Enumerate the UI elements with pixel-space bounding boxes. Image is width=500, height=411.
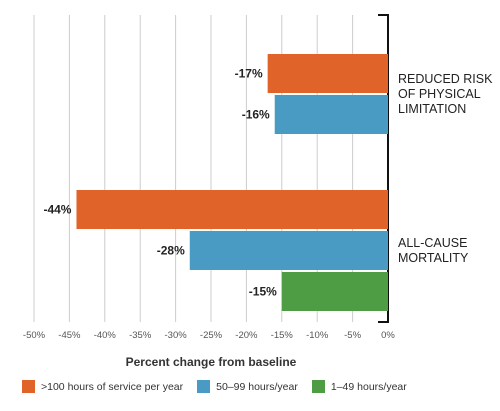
x-tick-label: -5% — [344, 330, 361, 341]
legend-item-over-100: >100 hours of service per year — [22, 380, 183, 393]
legend-item-1-49: 1–49 hours/year — [311, 380, 407, 393]
x-tick-label: -20% — [235, 330, 258, 341]
legend-swatch — [22, 380, 35, 393]
x-tick-label: -35% — [129, 330, 152, 341]
x-tick-label: -45% — [58, 330, 81, 341]
bar-value-label: -44% — [43, 203, 71, 217]
x-tick-label: -40% — [94, 330, 117, 341]
bar-value-label: -15% — [249, 285, 277, 299]
x-axis-title: Percent change from baseline — [126, 355, 297, 369]
bars — [76, 54, 388, 311]
group-label: ALL-CAUSE — [398, 236, 467, 250]
x-tick-label: -25% — [200, 330, 223, 341]
x-tick-label: -10% — [306, 330, 329, 341]
bar-value-label: -28% — [157, 244, 185, 258]
x-tick-label: 0% — [381, 330, 395, 341]
legend: >100 hours of service per year 50–99 hou… — [22, 380, 492, 393]
bar — [267, 54, 388, 93]
value-labels: -17% -16% -44% -28% -15% — [43, 67, 277, 299]
group-label: LIMITATION — [398, 102, 466, 116]
legend-swatch — [311, 380, 325, 393]
x-axis-ticks: -50% -45% -40% -35% -30% -25% -20% -15% -10% -5% 0… — [23, 330, 396, 341]
legend-item-50-99: 50–99 hours/year — [197, 380, 298, 393]
bar — [189, 231, 388, 270]
x-tick-label: -30% — [165, 330, 188, 341]
legend-swatch — [197, 380, 211, 393]
bar — [281, 272, 388, 311]
group-label: REDUCED RISK — [398, 72, 493, 86]
bar-value-label: -17% — [235, 67, 263, 81]
legend-label: >100 hours of service per year — [41, 380, 184, 393]
x-tick-label: -15% — [271, 330, 294, 341]
legend-label: 1–49 hours/year — [330, 380, 407, 393]
x-tick-label: -50% — [23, 330, 46, 341]
group-label: MORTALITY — [398, 251, 469, 265]
legend-label: 50–99 hours/year — [216, 380, 298, 393]
bar-value-label: -16% — [242, 108, 270, 122]
bar — [274, 95, 388, 134]
group-label: OF PHYSICAL — [398, 87, 481, 101]
bar — [76, 190, 388, 229]
